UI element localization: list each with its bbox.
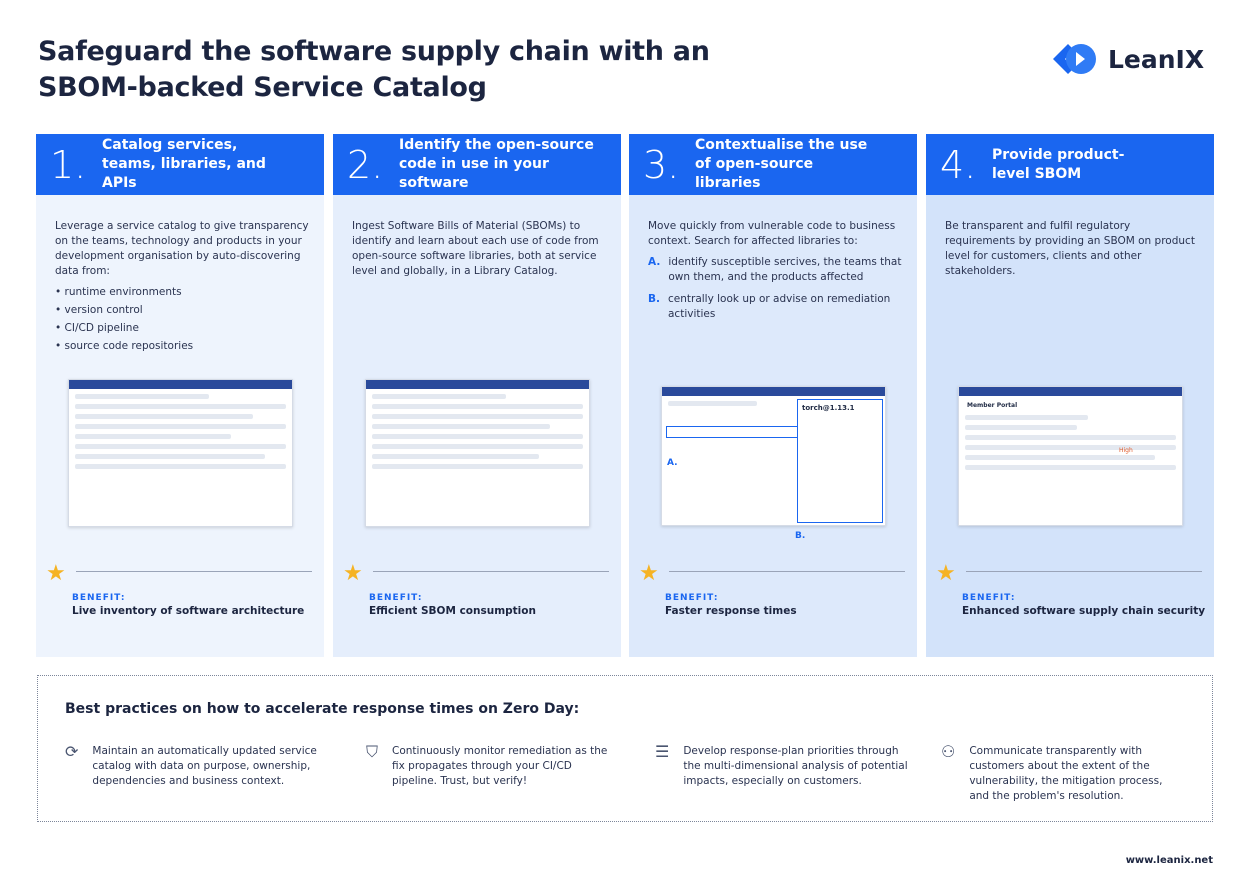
benefit-text: Faster response times: [665, 605, 797, 617]
library-catalog-screenshot: [365, 379, 590, 527]
practice-text: Maintain an automatically updated servic…: [92, 745, 317, 787]
best-practices-box: Best practices on how to accelerate resp…: [37, 675, 1213, 822]
step-heading: Identify the open-source code in use in …: [399, 137, 594, 191]
product-sbom-screenshot: Member Portal High: [958, 386, 1183, 526]
leanix-logo: LeanIX: [1052, 42, 1204, 76]
step-number: 4.: [940, 142, 977, 187]
step-description: Move quickly from vulnerable code to bus…: [648, 220, 896, 247]
benefit-label: BENEFIT:: [369, 593, 423, 603]
practice-text: Develop response-plan priorities through…: [683, 745, 908, 787]
divider: [966, 571, 1202, 572]
bullet-item: CI/CD pipeline: [55, 321, 310, 336]
step-3-column: 3. Contextualise the use of open-source l…: [629, 134, 917, 657]
refresh-icon: ⟳: [65, 742, 79, 761]
step-heading: Provide product-level SBOM: [992, 146, 1125, 182]
step-description: Be transparent and fulfil regulatory req…: [945, 220, 1195, 277]
label-a: A.: [667, 458, 678, 468]
shield-check-icon: ⛉: [366, 742, 379, 761]
divider: [76, 571, 312, 572]
practice-text: Communicate transparently with customers…: [969, 745, 1163, 802]
divider: [373, 571, 609, 572]
library-detail-panel: torch@1.13.1: [797, 399, 883, 523]
vulnerability-screenshot: torch@1.13.1: [661, 386, 886, 526]
bullet-item: version control: [55, 303, 310, 318]
step-heading: Contextualise the use of open-source lib…: [695, 137, 868, 191]
star-icon: ★: [639, 561, 659, 586]
benefit-text: Efficient SBOM consumption: [369, 605, 536, 617]
step-number: 3.: [643, 142, 680, 187]
list-item: B. centrally look up or advise on remedia…: [648, 293, 891, 320]
label-b: B.: [795, 531, 806, 541]
list-icon: ☰: [655, 742, 670, 761]
page-title: Safeguard the software supply chain with…: [38, 36, 710, 103]
star-icon: ★: [46, 561, 66, 586]
leanix-logo-icon: [1053, 44, 1096, 74]
practice-text: Continuously monitor remediation as the …: [392, 745, 608, 787]
step-number: 1.: [50, 142, 87, 187]
benefit-label: BENEFIT:: [962, 593, 1016, 603]
benefit-label: BENEFIT:: [665, 593, 719, 603]
benefit-text: Enhanced software supply chain security: [962, 605, 1206, 617]
divider: [669, 571, 905, 572]
step-2-column: 2. Identify the open-source code in use i…: [333, 134, 621, 657]
step-1-column: 1. Catalog services, teams, libraries, an…: [36, 134, 324, 657]
service-catalog-screenshot: [68, 379, 293, 527]
website-url: www.leanix.net: [1125, 855, 1213, 866]
step-heading: Catalog services, teams, libraries, and …: [102, 137, 266, 191]
star-icon: ★: [343, 561, 363, 586]
bullet-item: source code repositories: [55, 339, 310, 354]
people-communicate-icon: ⚇: [941, 742, 956, 761]
best-practices-heading: Best practices on how to accelerate resp…: [65, 701, 580, 717]
step-4-column: 4. Provide product-level SBOM Be transpar…: [926, 134, 1214, 657]
list-item: A. identify susceptible sercives, the tea…: [648, 256, 902, 283]
step-description: Ingest Software Bills of Material (SBOMs…: [352, 220, 599, 277]
benefit-label: BENEFIT:: [72, 593, 126, 603]
bullet-item: runtime environments: [55, 285, 310, 300]
step-description: Leverage a service catalog to give trans…: [55, 220, 309, 277]
benefit-text: Live inventory of software architecture: [72, 605, 305, 617]
star-icon: ★: [936, 561, 956, 586]
step-number: 2.: [347, 142, 384, 187]
